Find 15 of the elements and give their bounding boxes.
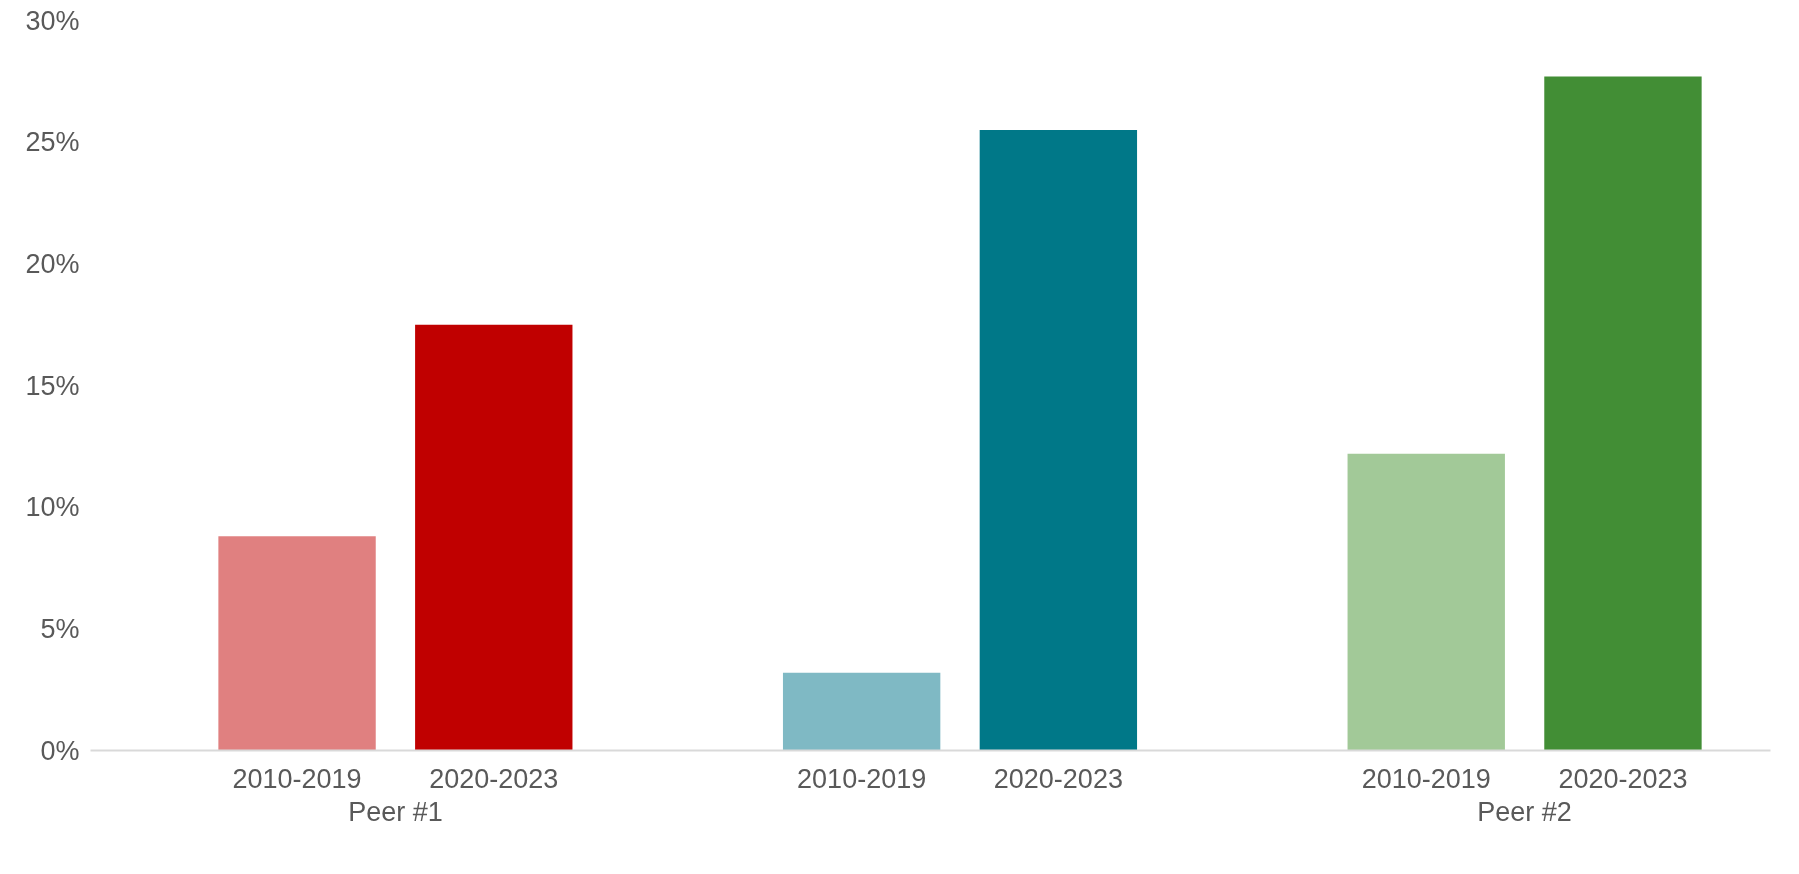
y-tick-label: 10% (25, 492, 80, 523)
y-tick-label: 20% (25, 248, 80, 279)
y-tick-label: 25% (25, 127, 80, 158)
x-tick-label: 2010-2019 (1361, 763, 1491, 794)
x-tick-label: 2020-2023 (1558, 763, 1688, 794)
x-tick-label: 2010-2019 (232, 763, 362, 794)
y-tick-label: 0% (40, 735, 80, 766)
y-tick-label: 15% (25, 370, 80, 401)
x-tick-label: 2020-2023 (993, 763, 1123, 794)
x-tick-label: 2020-2023 (429, 763, 559, 794)
y-tick-label: 30% (25, 5, 80, 36)
text: Peer #2 (1477, 796, 1572, 827)
y-tick-label: 5% (40, 613, 80, 644)
text: Peer #1 (348, 796, 443, 827)
x-tick-label: 2010-2019 (797, 763, 927, 794)
